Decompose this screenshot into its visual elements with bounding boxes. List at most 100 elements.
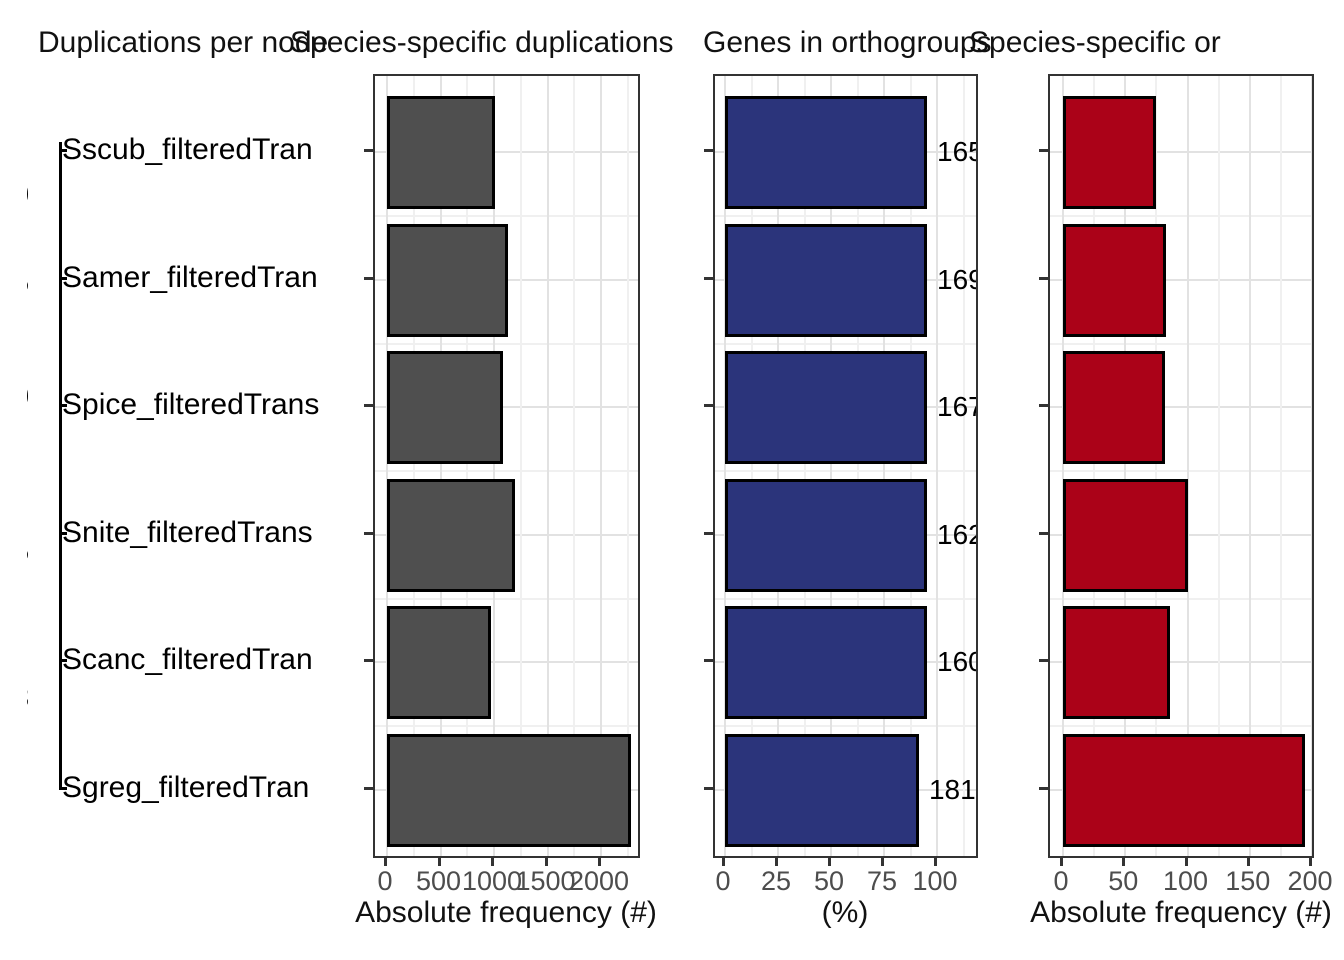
tree-node-label-fragment: 3 xyxy=(27,681,41,715)
gridline-v-major xyxy=(1062,76,1064,856)
gridline-v-major xyxy=(830,76,832,856)
bar-value-label: 162 xyxy=(937,519,976,550)
x-axis-tick xyxy=(1309,858,1312,866)
gridline-h-minor xyxy=(1050,597,1312,600)
y-axis-tick xyxy=(704,787,713,790)
x-tick-label: 50 xyxy=(813,866,845,896)
gridline-h-minor xyxy=(1050,342,1312,345)
gridline-v-minor xyxy=(1155,76,1158,856)
gridline-h-minor xyxy=(375,597,638,600)
y-axis-tick xyxy=(1039,532,1048,535)
y-axis-tick xyxy=(1039,277,1048,280)
gridline-v-minor xyxy=(856,76,859,856)
gridline-v-major xyxy=(1311,76,1312,856)
tree-node-label-fragment: 0 xyxy=(27,178,41,212)
gridline-v-minor xyxy=(909,76,912,856)
tree-branch-stub xyxy=(59,787,67,790)
gridline-v-major xyxy=(439,76,442,856)
x-tick-label: 200 xyxy=(1287,866,1333,896)
x-tick-label: 500 xyxy=(415,866,462,896)
gridline-h-major xyxy=(1050,279,1312,281)
gridline-h-minor xyxy=(375,725,638,727)
gridline-v-minor xyxy=(1217,76,1220,856)
gridline-v-minor xyxy=(1279,76,1282,856)
bar-Sgreg_filteredTran xyxy=(387,733,631,847)
x-axis-tick xyxy=(1122,858,1126,866)
y-axis-tick xyxy=(1039,404,1048,407)
gridline-h-minor xyxy=(1050,725,1312,727)
y-axis-tick xyxy=(1039,149,1048,152)
y-axis-tick xyxy=(704,404,713,407)
gridline-v-minor xyxy=(803,76,806,856)
bar-Snite_filteredTrans xyxy=(725,478,928,592)
x-axis-tick xyxy=(384,858,387,866)
bar-Spice_filteredTrans xyxy=(1063,350,1166,464)
gridline-h-minor xyxy=(715,342,976,345)
y-axis-tick xyxy=(1039,659,1048,662)
tree-node-label-fragment-text: 5 xyxy=(27,266,29,300)
bar-Sscub_filteredTran xyxy=(725,95,928,209)
gridline-v-minor xyxy=(626,76,629,856)
tree-branch-stub xyxy=(59,659,67,662)
gridline-h-minor xyxy=(1050,470,1312,472)
gridline-v-major xyxy=(493,76,495,856)
tree-branch-stub xyxy=(59,149,67,152)
bar-value-label: 160 xyxy=(937,646,976,677)
gridline-v-major xyxy=(600,76,602,856)
facet-title-genes-in-orthogroups: Genes in orthogroups xyxy=(703,26,992,59)
gridline-v-major xyxy=(883,76,885,856)
bar-Scanc_filteredTran xyxy=(1063,605,1171,719)
gridline-h-major xyxy=(375,406,638,408)
gridline-h-minor xyxy=(715,597,976,600)
tree-branch-stub xyxy=(59,404,67,407)
gridline-h-minor xyxy=(715,725,976,727)
x-axis-tick xyxy=(881,858,884,866)
gridline-h-minor xyxy=(375,470,638,472)
species-label-Snite: Snite_filteredTrans xyxy=(62,516,313,549)
bar-Samer_filteredTran xyxy=(1063,223,1167,337)
x-axis-tick xyxy=(775,858,778,866)
bar-Samer_filteredTran xyxy=(387,223,508,337)
bar-Sgreg_filteredTran xyxy=(1063,733,1305,847)
bar-Scanc_filteredTran xyxy=(387,605,491,719)
gridline-h-major xyxy=(375,661,638,663)
gridline-h-major xyxy=(1050,406,1312,408)
gridline-v-minor xyxy=(750,76,753,856)
y-axis-tick xyxy=(1039,787,1048,790)
facet-title-species-specific-duplications: Species-specific duplications xyxy=(290,26,674,59)
x-axis-tick xyxy=(437,858,441,866)
gridline-v-major xyxy=(386,76,388,856)
x-tick-label: 150 xyxy=(1225,866,1271,896)
x-axis-tick xyxy=(1246,858,1250,866)
gridline-h-major xyxy=(1050,661,1312,663)
tree-node-label-fragment: 5 xyxy=(27,535,41,569)
gridline-v-major xyxy=(936,76,938,856)
gridline-v-minor xyxy=(962,76,965,856)
x-axis-tick xyxy=(1060,858,1063,866)
gridline-h-minor xyxy=(375,215,638,217)
species-label-Samer: Samer_filteredTran xyxy=(62,261,318,294)
tree-node-label-fragment-text: 0 xyxy=(27,178,29,212)
gridline-v-major xyxy=(1186,76,1189,856)
x-tick-label: 25 xyxy=(760,866,792,896)
y-axis-tick xyxy=(364,532,373,535)
gridline-v-minor xyxy=(573,76,576,856)
x-axis-tick xyxy=(491,858,494,866)
x-axis-title-panel3: Absolute frequency (#) xyxy=(1030,896,1332,929)
gridline-v-major xyxy=(1124,76,1127,856)
gridline-v-minor xyxy=(519,76,522,856)
gridline-h-minor xyxy=(715,470,976,472)
species-label-Sscub: Sscub_filteredTran xyxy=(62,133,313,166)
gridline-v-major xyxy=(546,76,549,856)
gridline-h-minor xyxy=(375,342,638,345)
tree-node-label-fragment-text: 0 xyxy=(27,380,29,414)
bar-Snite_filteredTrans xyxy=(1063,478,1188,592)
tree-node-label-fragment: 0 xyxy=(27,380,41,414)
bar-Snite_filteredTrans xyxy=(387,478,515,592)
y-axis-tick xyxy=(364,404,373,407)
x-tick-label: 1000 xyxy=(461,866,523,896)
x-tick-label: 100 xyxy=(912,866,958,896)
x-tick-label: 100 xyxy=(1162,866,1209,896)
tree-node-label-fragment-text: 5 xyxy=(27,535,29,569)
tree-node-label-fragment: 5 xyxy=(27,266,41,300)
